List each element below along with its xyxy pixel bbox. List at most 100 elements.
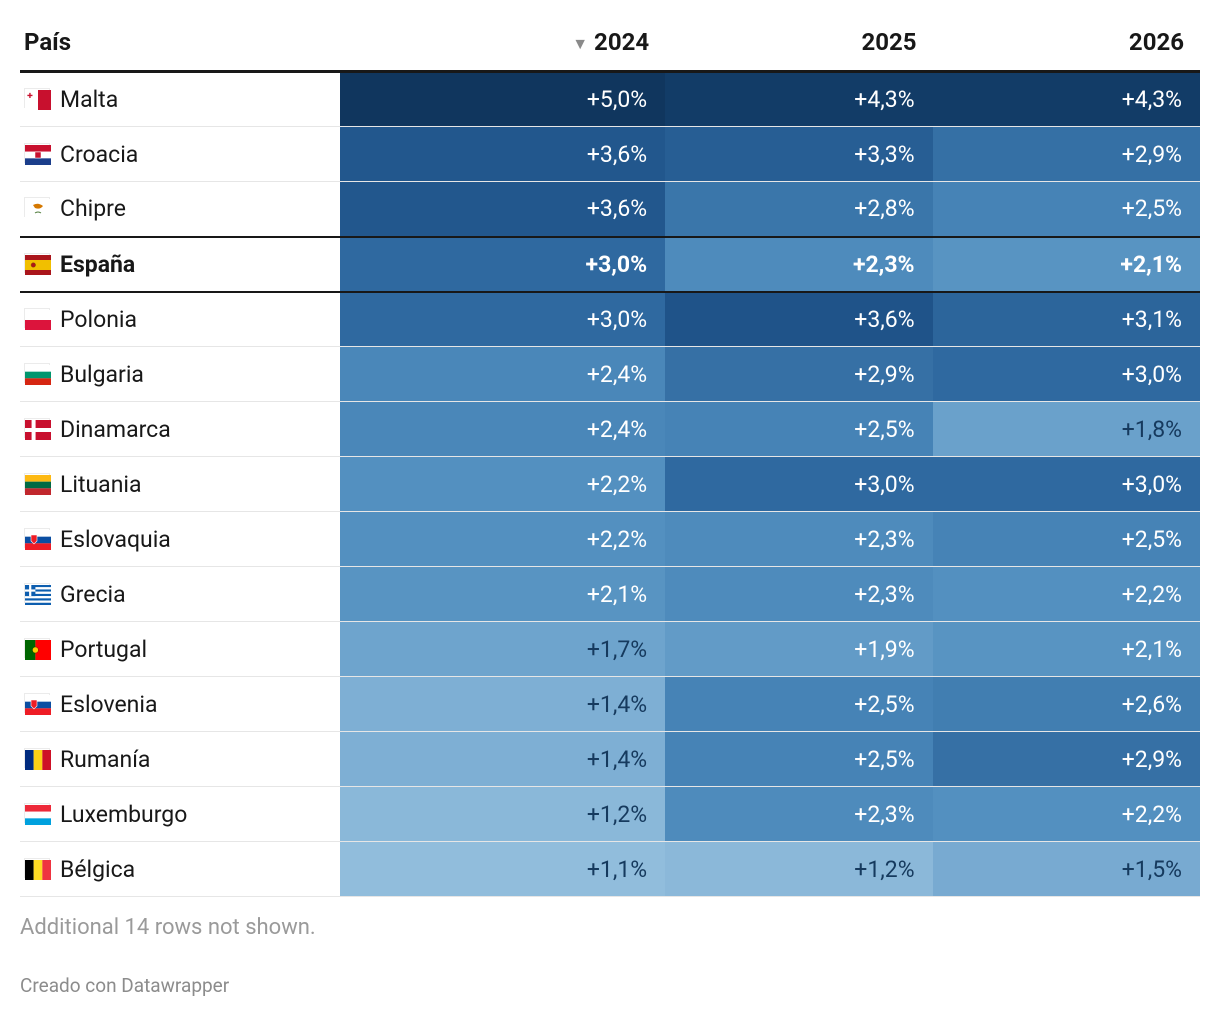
cell-value: +2,5% [1122,526,1182,553]
cell-value: +2,3% [854,526,914,553]
value-cell: +2,5% [665,677,932,732]
value-cell: +3,6% [340,182,665,237]
cell-value: +4,3% [1122,86,1182,113]
country-name: Eslovaquia [60,526,171,553]
flag-icon [24,197,50,217]
cell-value: +4,3% [854,86,914,113]
value-cell: +1,2% [665,842,932,897]
cell-value: +2,2% [1122,581,1182,608]
value-cell: +2,6% [933,677,1200,732]
cell-value: +1,2% [587,801,647,828]
country-name: Malta [60,86,118,113]
value-cell: +1,7% [340,622,665,677]
table-row: Dinamarca+2,4%+2,5%+1,8% [20,402,1200,457]
flag-icon [24,143,50,163]
cell-value: +3,3% [854,141,914,168]
cell-value: +3,6% [587,195,647,222]
country-cell: Lituania [20,457,340,512]
flag-icon [24,748,50,768]
value-cell: +3,0% [665,457,932,512]
table-row: ✚ Malta +5,0% +4,3% +4,3% [20,72,1200,127]
value-cell: +1,4% [340,732,665,787]
cell-value: +3,0% [854,471,914,498]
value-cell: +2,2% [340,457,665,512]
value-cell: +2,9% [933,732,1200,787]
table-row: Croacia +3,6% +3,3% +2,9% [20,127,1200,182]
cell-value: +2,9% [1122,141,1182,168]
value-cell: +2,9% [665,347,932,402]
country-cell: Eslovaquia [20,512,340,567]
value-cell: +2,3% [665,787,932,842]
cell-value: +1,7% [587,636,647,663]
cell-value: +2,3% [853,251,915,278]
value-cell: +5,0% [340,72,665,127]
cell-value: +2,1% [587,581,647,608]
flag-icon [24,858,50,878]
table-row: Bélgica+1,1%+1,2%+1,5% [20,842,1200,897]
country-cell: Bulgaria [20,347,340,402]
table-row: Chipre +3,6% +2,8% +2,5% [20,182,1200,237]
column-header-2026[interactable]: 2026 [933,18,1200,72]
cell-value: +2,5% [854,416,914,443]
cell-value: +1,2% [854,856,914,883]
value-cell: +2,3% [665,237,932,292]
flag-icon [24,363,50,383]
country-name: Rumanía [60,746,150,773]
flag-icon [24,803,50,823]
cell-value: +5,0% [587,86,647,113]
cell-value: +2,3% [854,801,914,828]
country-cell: Grecia [20,567,340,622]
column-header-label: 2026 [1129,28,1184,56]
table-row: Portugal +1,7% +1,9% +2,1% [20,622,1200,677]
value-cell: +3,0% [933,347,1200,402]
cell-value: +2,2% [1122,801,1182,828]
value-cell: +2,5% [933,182,1200,237]
table-header: País ▼2024 2025 2026 [20,18,1200,72]
country-cell: Chipre [20,182,340,237]
country-cell: Polonia [20,292,340,347]
table-row: España+3,0%+2,3%+2,1% [20,237,1200,292]
value-cell: +2,5% [933,512,1200,567]
country-name: Grecia [60,581,126,608]
value-cell: +3,3% [665,127,932,182]
table-row: Polonia+3,0%+3,6%+3,1% [20,292,1200,347]
value-cell: +2,3% [665,512,932,567]
cell-value: +1,8% [1122,416,1182,443]
value-cell: +1,5% [933,842,1200,897]
cell-value: +2,1% [1122,636,1182,663]
value-cell: +2,1% [340,567,665,622]
value-cell: +4,3% [665,72,932,127]
value-cell: +2,9% [933,127,1200,182]
value-cell: +2,5% [665,402,932,457]
value-cell: +1,1% [340,842,665,897]
cell-value: +1,5% [1122,856,1182,883]
cell-value: +2,5% [854,691,914,718]
cell-value: +2,9% [1122,746,1182,773]
cell-value: +2,3% [854,581,914,608]
value-cell: +3,0% [340,292,665,347]
table-row: Rumanía+1,4%+2,5%+2,9% [20,732,1200,787]
cell-value: +2,9% [854,361,914,388]
value-cell: +2,1% [933,622,1200,677]
flag-icon [24,528,50,548]
country-cell: Dinamarca [20,402,340,457]
table-row: Grecia +2,1% +2,3% +2,2% [20,567,1200,622]
flag-icon: ✚ [24,88,50,108]
value-cell: +3,6% [340,127,665,182]
country-name: Portugal [60,636,147,663]
country-name: Croacia [60,141,138,168]
value-cell: +3,6% [665,292,932,347]
value-cell: +1,9% [665,622,932,677]
cell-value: +2,8% [854,195,914,222]
cell-value: +3,0% [587,306,647,333]
value-cell: +2,1% [933,237,1200,292]
country-cell: Eslovenia [20,677,340,732]
cell-value: +3,6% [854,306,914,333]
flag-icon [24,583,50,603]
column-header-2024[interactable]: ▼2024 [340,18,665,72]
cell-value: +3,0% [1122,471,1182,498]
value-cell: +2,2% [933,787,1200,842]
column-header-2025[interactable]: 2025 [665,18,932,72]
cell-value: +1,4% [587,691,647,718]
column-header-country[interactable]: País [20,18,340,72]
